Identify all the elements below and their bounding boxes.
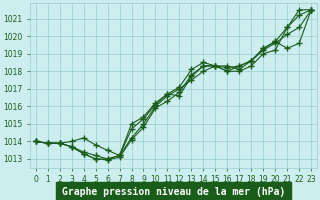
- X-axis label: Graphe pression niveau de la mer (hPa): Graphe pression niveau de la mer (hPa): [62, 187, 285, 197]
